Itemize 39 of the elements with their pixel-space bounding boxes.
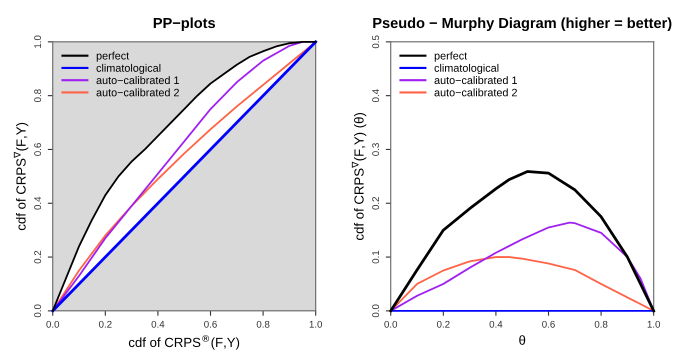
y-tick-label: 1.0 [34, 35, 42, 48]
y-tick-label: 0.0 [34, 304, 42, 318]
legend-label: auto−calibrated 1 [96, 76, 179, 84]
legend-label: climatological [434, 64, 498, 74]
x-tick-label: 1.0 [310, 320, 322, 328]
x-tick-label: 0.6 [542, 320, 555, 328]
x-tick-label: 0.8 [256, 320, 270, 328]
y-tick-label: 0.4 [34, 196, 42, 210]
x-tick-label: 1.0 [648, 320, 660, 328]
x-tick-label: 0.2 [436, 320, 450, 328]
y-tick-label: 0.2 [34, 250, 42, 264]
y-tick-label: 0.1 [372, 250, 380, 264]
y-tick-label: 0.5 [372, 36, 380, 48]
y-tick-label: 0.0 [372, 304, 380, 318]
x-tick-label: 0.8 [594, 320, 608, 328]
y-tick-label: 0.3 [372, 143, 380, 156]
line-series [389, 170, 656, 312]
legend-label: auto−calibrated 2 [434, 88, 517, 96]
legend-label: perfect [434, 52, 468, 62]
y-tick-label: 0.6 [34, 143, 42, 156]
y-tick-label: 0.2 [372, 196, 380, 210]
y-axis-title: cdf of CRPS$^{∇}$(F,Y) [14, 122, 28, 230]
x-tick-label: 0.4 [152, 320, 164, 328]
legend-label: auto−calibrated 1 [434, 76, 517, 84]
legend-label: perfect [96, 52, 130, 62]
x-tick-label: 0.6 [204, 320, 217, 328]
x-tick-label: 0.0 [384, 320, 398, 328]
legend-label: auto−calibrated 2 [96, 88, 179, 96]
y-axis-title: cdf of CRPS$^{∇}$(F,Y) (θ) [352, 113, 366, 240]
x-tick-label: 0.2 [98, 320, 112, 328]
y-tick-label: 0.4 [372, 89, 380, 102]
legend-label: climatological [96, 64, 160, 74]
x-axis-title: θ [519, 335, 526, 345]
chart-title: PP−plots [154, 17, 216, 31]
y-tick-label: 0.8 [34, 89, 42, 102]
x-tick-label: 0.4 [490, 320, 502, 328]
x-tick-label: 0.0 [46, 320, 60, 328]
chart-title: Pseudo − Murphy Diagram (higher = better) [373, 17, 672, 32]
x-axis-title: cdf of CRPS$^{®}$(F,Y) [128, 335, 240, 350]
